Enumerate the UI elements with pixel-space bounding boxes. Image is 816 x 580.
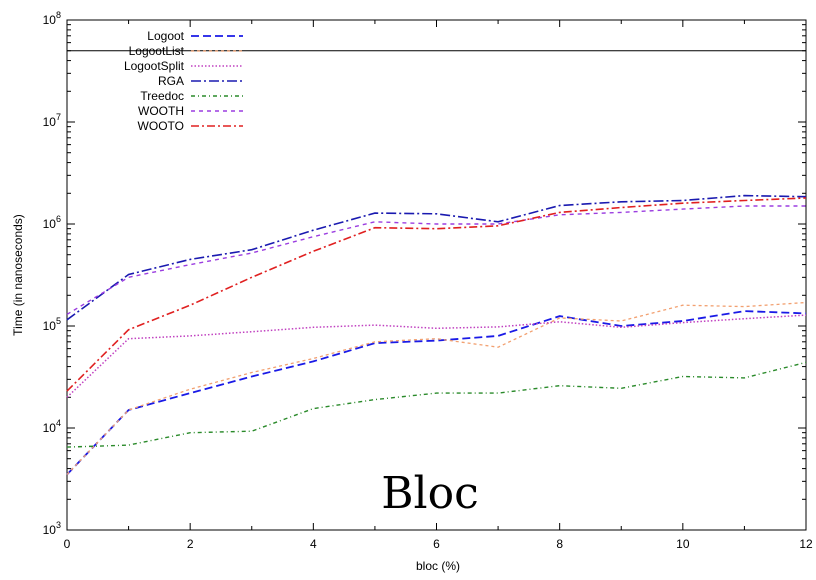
- legend-label-rga: RGA: [158, 74, 184, 88]
- legend-label-logootlist: LogootList: [129, 44, 185, 58]
- x-tick-label: 4: [310, 537, 317, 551]
- x-tick-label: 12: [799, 537, 813, 551]
- series-logootsplit-line: [66, 314, 807, 398]
- legend-label-logoot: Logoot: [147, 29, 184, 43]
- legend-label-logootsplit: LogootSplit: [124, 59, 185, 73]
- series-rga-line: [66, 194, 807, 321]
- y-tick-label: 106: [43, 214, 61, 231]
- bloc-annotation: Bloc: [381, 468, 479, 519]
- y-tick-label: 105: [43, 316, 61, 333]
- y-tick-label: 104: [43, 418, 61, 435]
- series-wooth-line: [66, 205, 806, 315]
- x-tick-label: 8: [556, 537, 563, 551]
- legend-label-treedoc: Treedoc: [140, 89, 184, 103]
- y-tick-label: 108: [43, 10, 61, 27]
- legend-label-wooto: WOOTO: [138, 119, 184, 133]
- y-tick-label: 107: [43, 112, 61, 129]
- x-tick-label: 0: [64, 537, 71, 551]
- series-logootlist-line: [66, 301, 807, 475]
- y-tick-label: 103: [43, 520, 61, 537]
- x-axis-title: bloc (%): [416, 559, 460, 573]
- x-tick-label: 6: [433, 537, 440, 551]
- y-axis-title: Time (in nanoseconds): [11, 214, 25, 336]
- x-tick-label: 10: [676, 537, 690, 551]
- x-tick-label: 2: [187, 537, 194, 551]
- series-treedoc-line: [66, 361, 807, 448]
- legend-label-wooth: WOOTH: [138, 104, 184, 118]
- series-wooto-line: [66, 197, 807, 392]
